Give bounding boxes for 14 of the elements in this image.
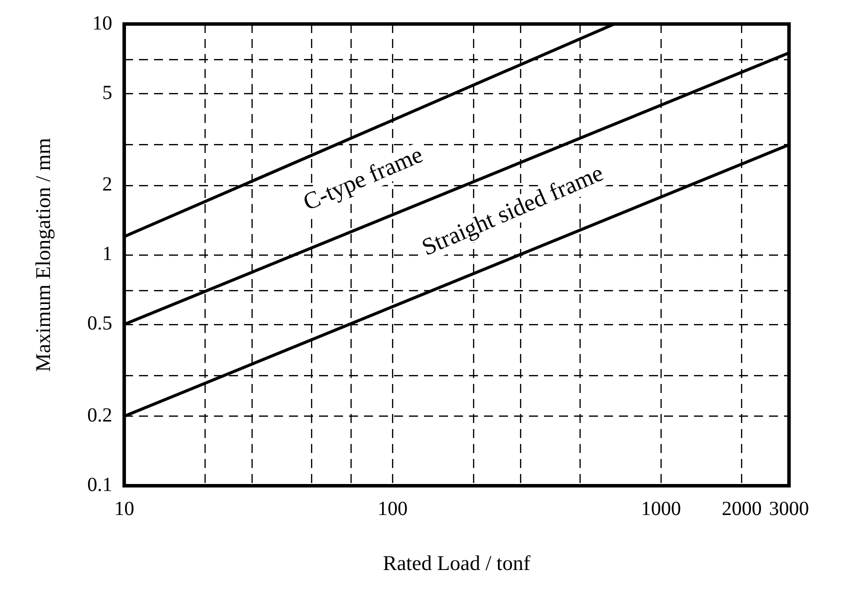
y-axis-title: Maximum Elongation / mm xyxy=(31,138,56,372)
y-tick-label: 0.5 xyxy=(87,312,112,335)
y-tick-label: 5 xyxy=(102,82,112,104)
y-tick-label: 0.1 xyxy=(87,474,112,496)
y-tick-label: 0.2 xyxy=(87,404,112,427)
x-tick-label: 100 xyxy=(378,498,408,520)
x-tick-label: 2000 xyxy=(722,498,762,520)
y-tick-label: 10 xyxy=(92,12,112,34)
x-tick-label: 3000 xyxy=(769,498,809,520)
y-tick-label: 1 xyxy=(102,243,112,266)
x-tick-label: 1000 xyxy=(640,498,681,520)
y-tick-label: 2 xyxy=(102,174,112,196)
annotation: C-type frame xyxy=(300,142,427,216)
x-axis-title: Rated Load / tonf xyxy=(382,550,530,575)
